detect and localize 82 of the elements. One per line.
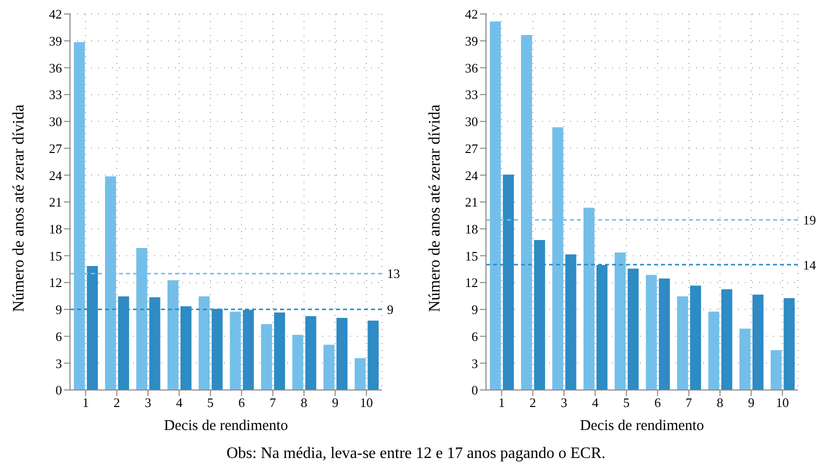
bar	[354, 358, 366, 390]
y-axis-title: Número de anos até zerar dívida	[426, 104, 444, 312]
bar	[614, 252, 626, 390]
bar	[739, 328, 750, 390]
y-tick-label: 27	[49, 140, 62, 156]
bar	[368, 320, 379, 390]
y-tick-label: 21	[49, 194, 62, 210]
bar	[274, 312, 286, 390]
y-tick-label: 30	[465, 114, 478, 130]
bar	[770, 350, 782, 390]
bar	[198, 296, 210, 390]
y-tick-label: 0	[472, 382, 478, 398]
y-tick-label: 33	[49, 87, 62, 102]
ref-line-label: 9	[387, 302, 394, 318]
x-tick-label: 3	[560, 395, 568, 410]
x-tick-label: 10	[360, 395, 373, 410]
ref-line-label: 19	[803, 212, 816, 228]
y-tick-label: 18	[49, 221, 62, 236]
bar	[677, 296, 688, 390]
x-tick-label: 1	[498, 395, 505, 410]
x-tick-label: 3	[144, 395, 152, 410]
y-tick-label: 9	[472, 302, 478, 318]
x-tick-label: 7	[686, 395, 693, 410]
y-tick-label: 42	[49, 6, 62, 22]
bar	[752, 294, 764, 390]
y-tick-label: 24	[465, 168, 478, 183]
x-tick-label: 8	[300, 395, 308, 410]
y-tick-label: 15	[49, 248, 62, 264]
y-tick-label: 36	[465, 60, 478, 76]
x-tick-label: 8	[716, 395, 724, 410]
y-tick-label: 27	[465, 140, 478, 156]
y-tick-label: 15	[465, 248, 478, 264]
y-axis-title: Número de anos até zerar dívida	[10, 104, 28, 312]
x-axis-title: Decis de rendimento	[164, 418, 288, 434]
bar	[323, 344, 334, 390]
y-tick-label: 12	[49, 275, 62, 290]
bar	[646, 274, 657, 390]
y-tick-label: 3	[472, 356, 478, 371]
y-tick-label: 6	[472, 328, 478, 344]
ref-line-label: 14	[803, 257, 816, 272]
y-tick-label: 12	[465, 275, 478, 290]
y-tick-label: 24	[49, 168, 62, 183]
bar	[292, 334, 304, 390]
bar	[784, 298, 795, 390]
x-tick-label: 1	[82, 395, 89, 410]
x-axis-title: Decis de rendimento	[580, 418, 704, 434]
bar	[708, 312, 720, 390]
bar	[336, 318, 348, 390]
bar	[167, 280, 178, 390]
bar	[628, 268, 639, 390]
y-tick-label: 42	[465, 6, 478, 22]
x-tick-label: 5	[207, 395, 214, 410]
x-tick-label: 7	[270, 395, 277, 410]
y-tick-label: 6	[56, 328, 62, 344]
y-tick-label: 33	[465, 87, 478, 102]
bar	[305, 316, 316, 390]
bar	[230, 312, 241, 390]
x-tick-label: 2	[530, 395, 536, 410]
x-tick-label: 4	[592, 395, 599, 410]
y-tick-label: 18	[465, 221, 478, 236]
y-tick-label: 30	[49, 114, 62, 130]
x-tick-label: 10	[776, 395, 789, 410]
text: Obs: Na média, leva-se entre 12 e 17 anos pagando o ECR.	[225, 444, 606, 464]
y-tick-label: 36	[49, 60, 62, 76]
x-tick-label: 6	[654, 395, 662, 410]
x-tick-label: 2	[114, 395, 120, 410]
bar	[721, 289, 732, 390]
x-tick-label: 9	[748, 395, 754, 410]
y-tick-label: 21	[465, 194, 478, 210]
ref-line-label: 13	[387, 266, 400, 282]
x-tick-label: 5	[623, 395, 630, 410]
y-tick-label: 39	[465, 33, 478, 48]
bar	[690, 286, 702, 390]
bar	[261, 324, 272, 390]
x-tick-label: 6	[238, 395, 246, 410]
y-tick-label: 0	[56, 382, 62, 398]
y-tick-label: 39	[49, 33, 62, 48]
x-tick-label: 9	[332, 395, 338, 410]
x-tick-label: 4	[176, 395, 183, 410]
y-tick-label: 9	[56, 302, 62, 318]
bar	[658, 278, 670, 390]
y-tick-label: 3	[56, 356, 62, 371]
